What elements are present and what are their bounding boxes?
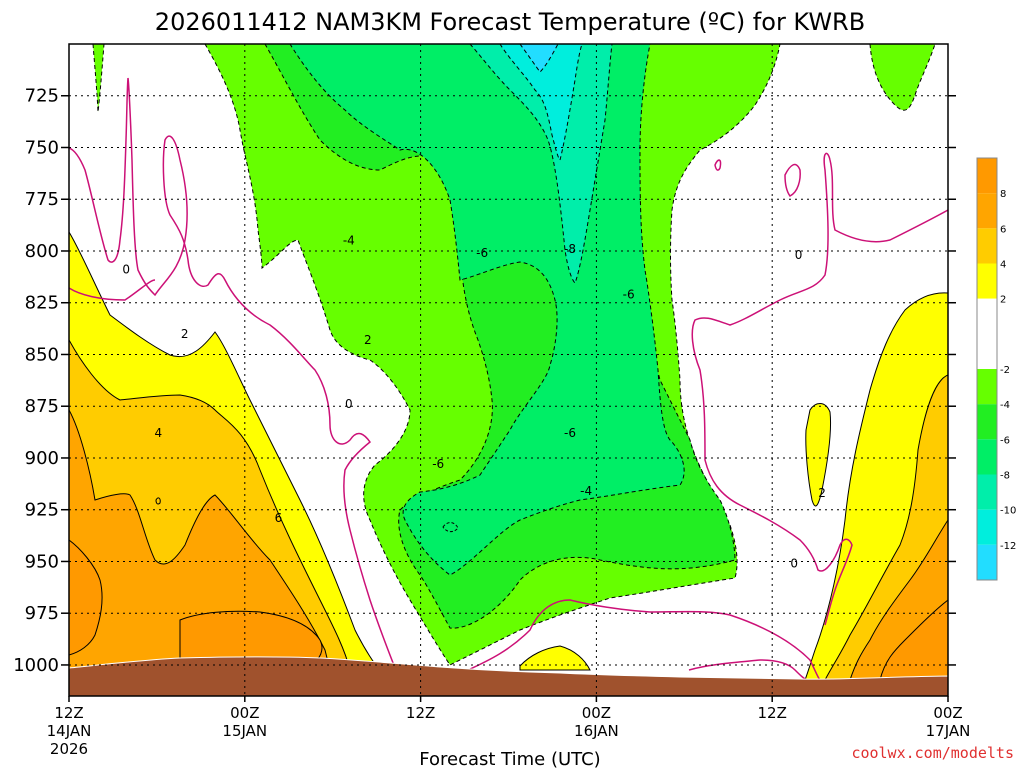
cold-band-10 [499, 44, 583, 161]
cold-band-12 [519, 44, 559, 73]
contour-label: -6 [432, 457, 444, 471]
contour-label: 2 [818, 486, 826, 500]
contour-labels: 0 2 -4 2 0 -6 -8 -6 -6 -6 -4 4 6 0 2 0 [122, 234, 826, 571]
warm-right-8 [879, 599, 948, 681]
colorbar-tick-label: 4 [1000, 260, 1006, 271]
colorbar-band [977, 193, 997, 229]
colorbar-tick-label: -12 [1000, 541, 1016, 552]
colorbar-tick-label: -4 [1000, 400, 1010, 411]
y-tick-label: 900 [25, 448, 59, 469]
ground-surface [69, 656, 948, 696]
y-tick-label: 875 [25, 396, 59, 417]
colorbar-band [977, 509, 997, 545]
y-axis: 725 750 775 800 825 850 875 900 925 950 975 1000 [13, 86, 956, 676]
x-tick-label: 17JAN [926, 722, 971, 740]
contour-label: -8 [564, 242, 576, 256]
x-tick-label: 14JAN [47, 722, 92, 740]
colorbar-tick-label: -10 [1000, 506, 1016, 517]
colorbar-tick-label: -6 [1000, 435, 1010, 446]
contour-field [69, 44, 948, 696]
colorbar-tick-label: 2 [1000, 295, 1006, 306]
warm-core-mark [155, 497, 161, 505]
colorbar-tick-label: 6 [1000, 224, 1006, 235]
contour-label: 0 [795, 248, 803, 262]
colorbar-tick-label: 8 [1000, 189, 1006, 200]
contour-label: 0 [345, 397, 353, 411]
cold-pocket-right [869, 44, 936, 111]
contour-label: -6 [476, 246, 488, 260]
x-tick-label: 00Z [933, 704, 962, 722]
colorbar-band [977, 544, 997, 580]
x-axis-label: Forecast Time (UTC) [419, 749, 600, 768]
y-tick-label: 725 [25, 86, 59, 107]
colorbar-band [977, 228, 997, 264]
colorbar-band [977, 298, 997, 369]
colorbar-band [977, 369, 997, 405]
contour-label: 2 [181, 327, 189, 341]
colorbar-band [977, 263, 997, 299]
credit-text: coolwx.com/modelts [851, 744, 1014, 762]
freezing-isotherms [69, 77, 948, 681]
colorbar-band [977, 158, 997, 194]
contour-label: 0 [790, 557, 798, 571]
y-tick-label: 750 [25, 137, 59, 158]
colorbar-tick-label: -8 [1000, 471, 1010, 482]
x-tick-label: 16JAN [574, 722, 619, 740]
y-tick-label: 825 [25, 293, 59, 314]
contour-label: 0 [122, 263, 130, 277]
y-tick-label: 925 [25, 500, 59, 521]
x-tick-label: 12Z [54, 704, 83, 722]
contour-label: 4 [155, 426, 163, 440]
colorbar-band [977, 404, 997, 440]
y-tick-label: 975 [25, 603, 59, 624]
y-tick-label: 800 [25, 241, 59, 262]
cold-pocket-left [92, 44, 105, 113]
contour-label: -4 [343, 234, 355, 248]
y-tick-label: 775 [25, 189, 59, 210]
x-tick-label: 15JAN [222, 722, 267, 740]
y-tick-label: 1000 [13, 655, 59, 676]
colorbar-band [977, 439, 997, 475]
contour-label: -6 [623, 287, 635, 301]
colorbar-frame [976, 157, 998, 581]
contour-label: 2 [364, 333, 372, 347]
cold-core-mark [442, 522, 459, 533]
plot-frame [68, 43, 949, 697]
cold-band-8 [469, 44, 613, 284]
colorbar-band [977, 474, 997, 510]
contour-label: -4 [580, 484, 592, 498]
x-tick-label: 2026 [50, 740, 88, 758]
chart-title: 2026011412 NAM3KM Forecast Temperature (… [155, 8, 865, 36]
x-tick-label: 12Z [758, 704, 787, 722]
y-tick-label: 950 [25, 551, 59, 572]
warm-band-6 [69, 409, 331, 671]
x-tick-label: 00Z [582, 704, 611, 722]
contour-label: 6 [275, 511, 283, 525]
grid [69, 44, 948, 696]
x-tick-label: 12Z [406, 704, 435, 722]
y-tick-label: 850 [25, 344, 59, 365]
contour-label: -6 [564, 426, 576, 440]
x-tick-label: 00Z [230, 704, 259, 722]
colorbar-tick-label: -2 [1000, 365, 1010, 376]
colorbar: 8 6 4 2 -2 -4 -6 -8 -10 -12 [976, 157, 1016, 581]
